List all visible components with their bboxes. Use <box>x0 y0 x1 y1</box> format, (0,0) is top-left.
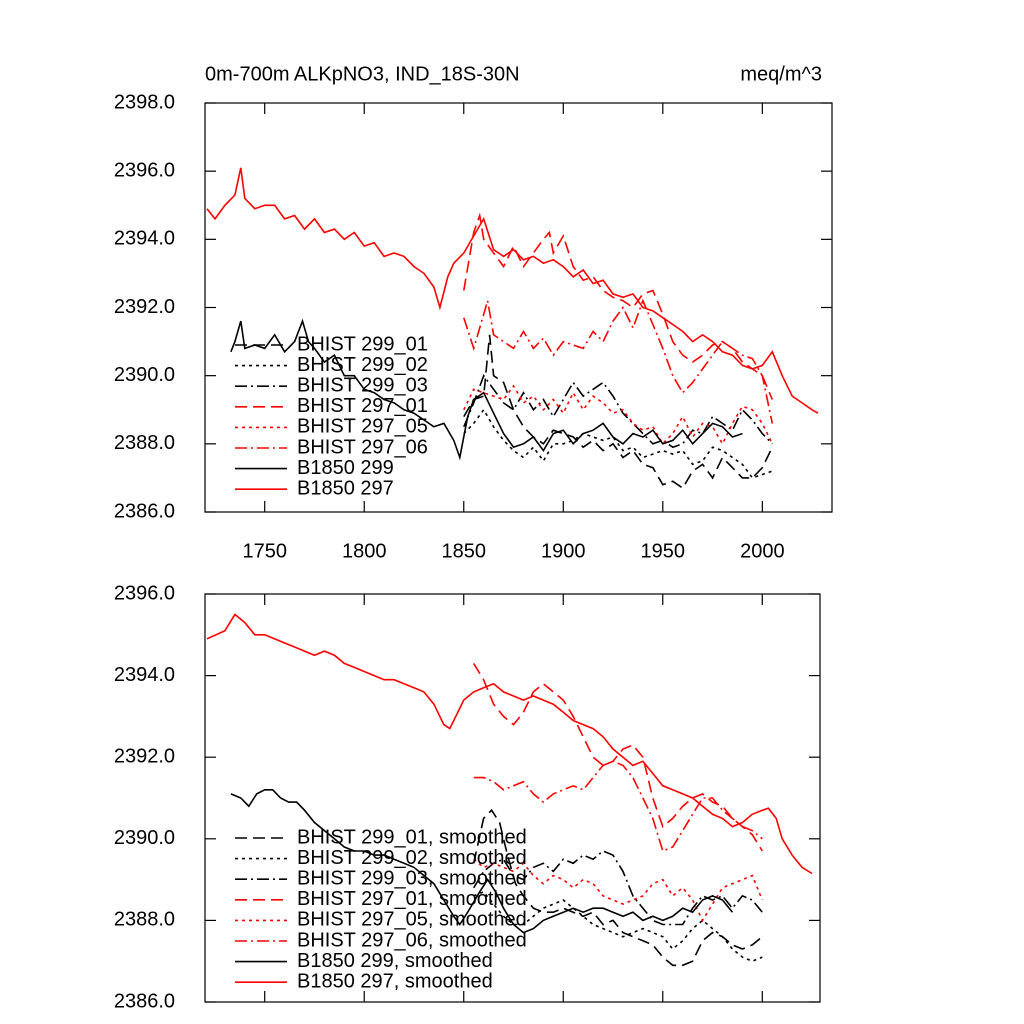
chart-title: 0m-700m ALKpNO3, IND_18S-30N <box>205 63 520 85</box>
y-tick-label: 2398.0 <box>114 91 175 113</box>
x-tick-label: 1750 <box>242 540 287 562</box>
data-line <box>472 808 763 967</box>
data-line <box>463 212 774 400</box>
data-line <box>206 613 813 875</box>
data-line <box>473 850 763 926</box>
x-tick-label: 1950 <box>641 540 686 562</box>
y-tick-label: 2392.0 <box>114 745 175 767</box>
data-line <box>463 374 773 449</box>
y-tick-label: 2396.0 <box>114 159 175 181</box>
x-tick-label: 1900 <box>541 540 586 562</box>
data-line <box>463 334 774 490</box>
data-line <box>473 890 763 963</box>
data-line <box>230 789 734 934</box>
x-tick-label: 1800 <box>342 540 387 562</box>
data-line <box>473 662 763 852</box>
x-tick-label: 2000 <box>740 540 785 562</box>
y-tick-label: 2396.0 <box>114 582 175 604</box>
data-line <box>463 408 773 479</box>
data-line <box>463 384 774 446</box>
legend-label: B1850 297, smoothed <box>297 970 493 992</box>
y-tick-label: 2388.0 <box>114 432 175 454</box>
legend-label: BHIST 297_05 <box>297 416 428 438</box>
y-tick-label: 2394.0 <box>114 228 175 250</box>
legend-label: BHIST 299_03, smoothed <box>297 867 527 889</box>
legend-label: BHIST 299_03 <box>297 374 428 396</box>
legend-label: BHIST 297_01 <box>297 395 428 417</box>
y-tick-label: 2394.0 <box>114 664 175 686</box>
y-tick-label: 2386.0 <box>114 990 175 1012</box>
legend-label: BHIST 297_06 <box>297 436 428 458</box>
legend-label: BHIST 297_05, smoothed <box>297 909 527 931</box>
data-line <box>463 298 774 424</box>
legend-label: B1850 297 <box>297 477 394 499</box>
y-tick-label: 2386.0 <box>114 500 175 522</box>
legend-label: B1850 299 <box>297 457 394 479</box>
legend-label: BHIST 299_01, smoothed <box>297 826 527 848</box>
legend-label: BHIST 299_02, smoothed <box>297 847 527 869</box>
data-line <box>473 760 763 853</box>
data-line <box>230 318 743 461</box>
data-line <box>473 858 764 923</box>
y-tick-label: 2390.0 <box>114 364 175 386</box>
y-tick-label: 2390.0 <box>114 827 175 849</box>
plot-frame <box>204 593 821 1003</box>
legend-label: B1850 299, smoothed <box>297 950 493 972</box>
data-line <box>206 167 819 414</box>
legend-label: BHIST 299_02 <box>297 354 428 376</box>
y-tick-label: 2392.0 <box>114 296 175 318</box>
legend-label: BHIST 297_01, smoothed <box>297 888 527 910</box>
legend-label: BHIST 299_01 <box>297 333 428 355</box>
y-tick-label: 2388.0 <box>114 909 175 931</box>
x-tick-label: 1850 <box>442 540 487 562</box>
legend-label: BHIST 297_06, smoothed <box>297 929 527 951</box>
units-label: meq/m^3 <box>740 63 822 85</box>
